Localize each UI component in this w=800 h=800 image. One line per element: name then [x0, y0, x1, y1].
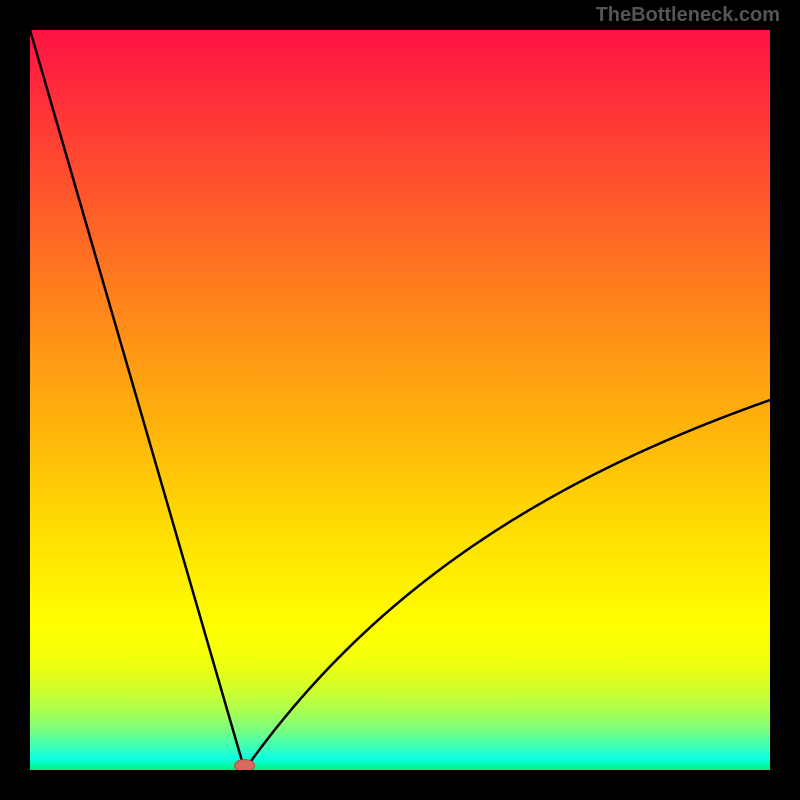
chart-container: TheBottleneck.com — [0, 0, 800, 800]
frame-left — [0, 0, 30, 800]
plot-background — [30, 30, 770, 770]
frame-right — [770, 0, 800, 800]
minimum-marker — [235, 760, 255, 772]
bottleneck-chart — [0, 0, 800, 800]
watermark-text: TheBottleneck.com — [596, 4, 780, 27]
frame-bottom — [0, 770, 800, 800]
